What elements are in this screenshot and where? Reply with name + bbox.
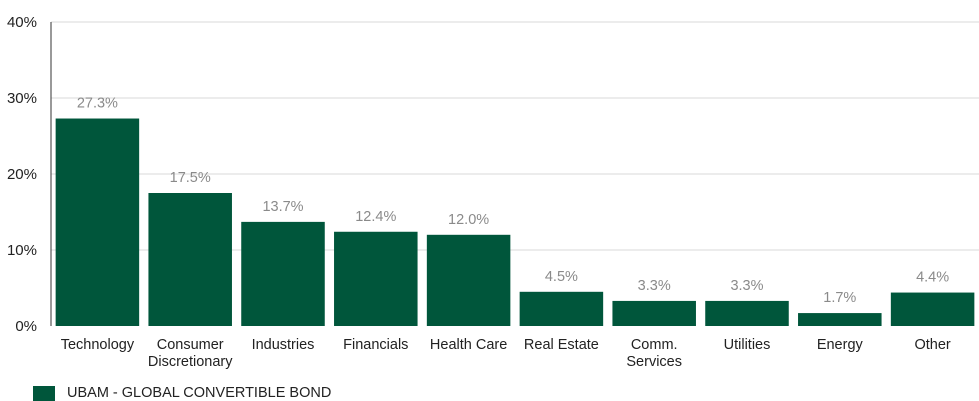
data-label-3: 12.4% bbox=[355, 209, 396, 225]
category-label-line: Services bbox=[626, 354, 682, 370]
bars bbox=[55, 118, 975, 327]
data-labels: 27.3% 17.5% 13.7% 12.4% 12.0% 4.5% 3.3% 3.3% 1.7… bbox=[77, 96, 949, 307]
legend-label: UBAM - GLOBAL CONVERTIBLE BOND bbox=[67, 385, 332, 401]
category-label-line: Discretionary bbox=[148, 354, 233, 370]
data-label-7: 3.3% bbox=[730, 278, 763, 294]
bar-6 bbox=[612, 300, 696, 326]
category-label-6: Comm. Services bbox=[626, 337, 682, 370]
bar-0 bbox=[55, 118, 140, 327]
category-label-line: Energy bbox=[817, 337, 864, 353]
data-label-1: 17.5% bbox=[170, 170, 211, 186]
y-tick-label-10: 10% bbox=[7, 242, 37, 259]
category-label-4: Health Care bbox=[430, 337, 507, 353]
data-label-8: 1.7% bbox=[823, 290, 856, 306]
bar-9 bbox=[890, 292, 975, 326]
category-label-line: Utilities bbox=[724, 337, 771, 353]
bar-3 bbox=[334, 231, 418, 326]
data-label-4: 12.0% bbox=[448, 212, 489, 228]
y-axis-tick-labels: 0% 10% 20% 30% 40% bbox=[7, 14, 37, 335]
legend-swatch bbox=[33, 385, 55, 401]
category-label-3: Financials bbox=[343, 337, 408, 353]
data-label-2: 13.7% bbox=[262, 199, 303, 215]
category-label-line: Other bbox=[914, 337, 950, 353]
category-label-line: Technology bbox=[61, 337, 135, 353]
y-tick-label-40: 40% bbox=[7, 14, 37, 31]
category-label-5: Real Estate bbox=[524, 337, 599, 353]
category-label-2: Industries bbox=[252, 337, 315, 353]
legend: UBAM - GLOBAL CONVERTIBLE BOND bbox=[33, 385, 331, 401]
data-label-9: 4.4% bbox=[916, 270, 949, 286]
data-label-0: 27.3% bbox=[77, 96, 118, 112]
bar-1 bbox=[148, 193, 232, 326]
bar-2 bbox=[241, 221, 325, 326]
category-label-0: Technology bbox=[61, 337, 135, 353]
y-tick-label-30: 30% bbox=[7, 90, 37, 107]
y-tick-label-20: 20% bbox=[7, 166, 37, 183]
y-tick-label-0: 0% bbox=[15, 318, 37, 335]
data-label-6: 3.3% bbox=[638, 278, 671, 294]
data-label-5: 4.5% bbox=[545, 269, 578, 285]
category-label-line: Financials bbox=[343, 337, 408, 353]
category-label-7: Utilities bbox=[724, 337, 771, 353]
bar-5 bbox=[519, 291, 604, 326]
category-label-line: Consumer bbox=[157, 337, 224, 353]
bar-8 bbox=[798, 313, 882, 326]
category-label-line: Health Care bbox=[430, 337, 507, 353]
category-label-line: Real Estate bbox=[524, 337, 599, 353]
category-label-9: Other bbox=[914, 337, 950, 353]
category-label-8: Energy bbox=[817, 337, 864, 353]
category-labels: Technology Consumer Discretionary Industrie… bbox=[61, 337, 951, 370]
category-label-line: Comm. bbox=[631, 337, 678, 353]
category-label-line: Industries bbox=[252, 337, 315, 353]
bar-4 bbox=[426, 234, 511, 326]
bar-7 bbox=[705, 300, 789, 326]
category-label-1: Consumer Discretionary bbox=[148, 337, 233, 370]
gridlines bbox=[51, 21, 979, 251]
